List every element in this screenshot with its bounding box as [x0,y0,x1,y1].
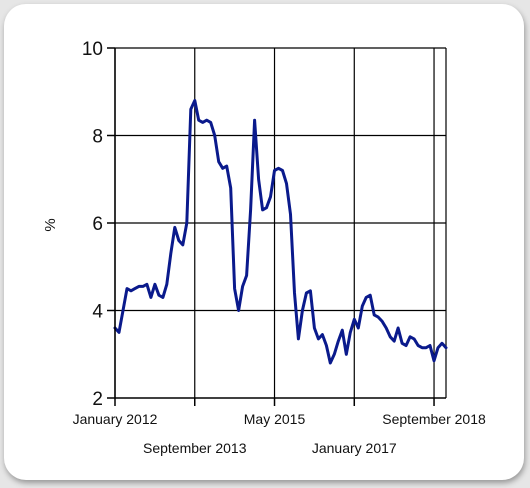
series-line [113,99,448,365]
x-tick-label: January 2012 [73,411,158,427]
y-tick-label: 4 [92,302,103,323]
y-tick-label: 2 [92,389,103,410]
x-tick-label: September 2013 [143,440,247,456]
y-tick-label: 10 [82,39,103,60]
chart-series [113,99,448,365]
y-tick-label: 8 [92,127,103,148]
x-tick-label: May 2015 [244,411,306,427]
chart-card [4,4,524,480]
chart-grid [115,47,447,398]
chart-labels: 2 4 6 8 10 January 2012 September 2013 May 2015… [73,39,486,456]
y-tick-label: 6 [92,214,103,235]
x-tick-label: January 2017 [312,440,397,456]
x-tick-label: September 2018 [382,411,486,427]
chart-axes [107,47,446,406]
y-axis-label: % [42,218,59,231]
